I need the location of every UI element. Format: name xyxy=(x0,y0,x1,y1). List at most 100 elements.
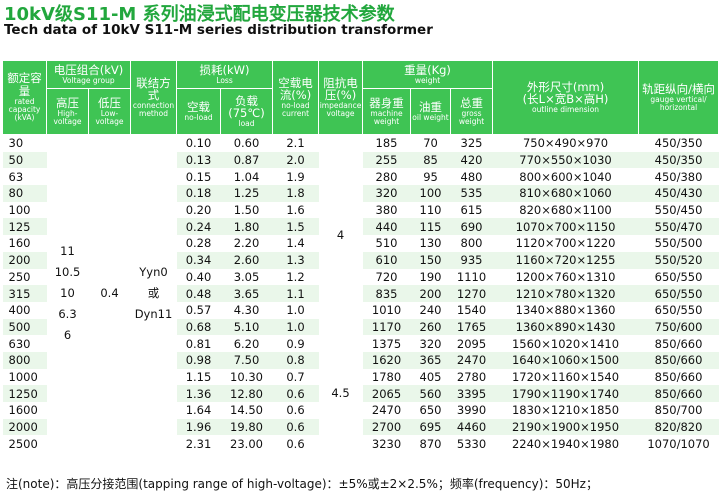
cell-no-load: 0.34 xyxy=(176,251,221,269)
table-row: 63 0.15 1.04 1.9 280 95 480 800×600×1040 450/380 xyxy=(3,168,719,185)
cell-no-load-current: 0.6 xyxy=(272,418,319,436)
cell-capacity: 1000 xyxy=(8,369,38,384)
merged-impedance-a: 4 xyxy=(319,135,363,336)
cell-no-load: 1.96 xyxy=(176,418,221,436)
table-row: 1000 1.15 10.30 0.7 1780 405 2780 1720×1160×154… xyxy=(3,369,719,386)
cell-machine-weight: 510 xyxy=(375,236,398,251)
cell-capacity: 1250 xyxy=(2,385,47,402)
cell-no-load-current: 1.2 xyxy=(286,269,305,284)
cell-load: 7.50 xyxy=(220,351,273,369)
cell-no-load-current: 1.8 xyxy=(272,185,319,202)
cell-capacity: 500 xyxy=(2,318,47,336)
merged-high-voltage-line: 11 xyxy=(60,244,75,259)
cell-dimension: 770×550×1030 xyxy=(492,151,639,169)
cell-gauge: 650/550 xyxy=(654,303,703,318)
cell-load: 1.80 xyxy=(220,218,273,236)
cell-gross-weight: 480 xyxy=(460,169,483,184)
cell-machine-weight: 280 xyxy=(375,169,398,184)
cell-capacity: 80 xyxy=(2,185,47,202)
cell-oil-weight: 95 xyxy=(423,169,438,184)
cell-gross-weight: 535 xyxy=(450,185,493,202)
cell-no-load-current: 1.9 xyxy=(286,169,305,184)
merged-connection: Yyn0 或 Dyn11 xyxy=(131,135,177,453)
cell-dimension: 1360×890×1430 xyxy=(492,318,639,336)
table-row: 1250 1.36 12.80 0.6 2065 560 3395 1790×1190×174… xyxy=(2,385,719,402)
cell-dimension: 1160×720×1255 xyxy=(492,251,639,269)
header-gross-weight: 总重 gross weight xyxy=(450,88,494,135)
header-weight: 重量(Kg) weight xyxy=(362,60,494,89)
cell-dimension: 1120×700×1220 xyxy=(515,236,616,251)
header-impedance: 阻抗电压(%) impedance voltage xyxy=(318,60,364,135)
cell-load: 1.25 xyxy=(220,185,273,202)
cell-load: 23.00 xyxy=(230,436,263,451)
spec-table: 额定容量 rated capacity (kVA) 电压组合(kV) Volta… xyxy=(2,60,720,453)
table-row: 125 0.24 1.80 1.5 440 115 690 1070×700×1150 550/… xyxy=(2,218,719,236)
cell-no-load-current: 2.0 xyxy=(272,151,319,169)
merged-low-voltage-line: 0.4 xyxy=(100,286,119,301)
cell-gauge: 550/500 xyxy=(654,236,703,251)
cell-gauge: 550/450 xyxy=(654,203,703,218)
cell-load: 19.80 xyxy=(220,418,273,436)
cell-gauge: 650/550 xyxy=(654,269,703,284)
cell-no-load: 0.48 xyxy=(176,285,221,302)
cell-no-load: 0.81 xyxy=(185,336,212,351)
table-row: 800 0.98 7.50 0.8 1620 365 2470 1640×1060×1500 8… xyxy=(2,351,719,369)
cell-capacity: 250 xyxy=(8,269,31,284)
cell-dimension: 810×680×1060 xyxy=(492,185,639,202)
cell-gross-weight: 5330 xyxy=(456,436,487,451)
cell-oil-weight: 240 xyxy=(419,303,442,318)
header-high-voltage: 高压 High-voltage xyxy=(46,88,89,135)
cell-gauge: 650/550 xyxy=(638,285,719,302)
table-row: 250 0.40 3.05 1.2 720 190 1110 1200×760×1310 650… xyxy=(3,269,719,286)
cell-gauge: 450/380 xyxy=(654,169,703,184)
cell-oil-weight: 100 xyxy=(410,185,451,202)
cell-no-load: 0.24 xyxy=(176,218,221,236)
cell-machine-weight: 1375 xyxy=(371,336,402,351)
cell-gauge: 850/660 xyxy=(654,369,703,384)
cell-dimension: 750×490×970 xyxy=(522,136,609,151)
cell-load: 10.30 xyxy=(230,369,263,384)
cell-no-load-current: 1.6 xyxy=(286,203,305,218)
cell-capacity: 30 xyxy=(8,136,24,151)
cell-gross-weight: 690 xyxy=(450,218,493,236)
cell-machine-weight: 1010 xyxy=(371,303,402,318)
cell-oil-weight: 190 xyxy=(419,269,442,284)
cell-oil-weight: 405 xyxy=(419,369,442,384)
cell-machine-weight: 440 xyxy=(362,218,411,236)
cell-gauge: 550/470 xyxy=(638,218,719,236)
cell-machine-weight: 1170 xyxy=(362,318,411,336)
cell-gauge: 450/350 xyxy=(638,151,719,169)
cell-no-load-current: 1.5 xyxy=(272,218,319,236)
cell-dimension: 1790×1190×1740 xyxy=(492,385,639,402)
cell-oil-weight: 870 xyxy=(419,436,442,451)
cell-dimension: 1560×1020×1410 xyxy=(511,336,620,351)
cell-dimension: 2240×1940×1980 xyxy=(511,436,620,451)
cell-machine-weight: 720 xyxy=(375,269,398,284)
cell-gauge: 820/820 xyxy=(638,418,719,436)
cell-machine-weight: 2065 xyxy=(362,385,411,402)
cell-gross-weight: 1765 xyxy=(450,318,493,336)
cell-oil-weight: 320 xyxy=(419,336,442,351)
cell-oil-weight: 85 xyxy=(410,151,451,169)
footnote: 注(note)：高压分接范围(tapping range of high-vol… xyxy=(6,477,598,491)
cell-machine-weight: 380 xyxy=(375,203,398,218)
cell-oil-weight: 560 xyxy=(410,385,451,402)
cell-gauge: 850/660 xyxy=(654,336,703,351)
header-no-load-current: 空载电流(%) no-load current xyxy=(272,60,320,135)
cell-no-load: 0.15 xyxy=(185,169,212,184)
cell-gross-weight: 3990 xyxy=(456,403,487,418)
cell-gauge: 450/430 xyxy=(638,185,719,202)
merged-high-voltage-line: 10.5 xyxy=(54,265,81,280)
cell-capacity: 200 xyxy=(2,251,47,269)
cell-load: 3.65 xyxy=(220,285,273,302)
table-row: 80 0.18 1.25 1.8 320 100 535 810×680×1060 450/43… xyxy=(2,185,719,202)
cell-machine-weight: 835 xyxy=(362,285,411,302)
cell-oil-weight: 365 xyxy=(410,351,451,369)
cell-capacity: 630 xyxy=(8,336,31,351)
cell-gauge: 850/660 xyxy=(638,351,719,369)
cell-oil-weight: 695 xyxy=(410,418,451,436)
page-title: 10kV级S11-M 系列油浸式配电变压器技术参数 xyxy=(4,4,395,25)
cell-capacity: 1600 xyxy=(8,403,38,418)
cell-capacity: 400 xyxy=(8,303,31,318)
cell-no-load-current: 0.8 xyxy=(272,351,319,369)
